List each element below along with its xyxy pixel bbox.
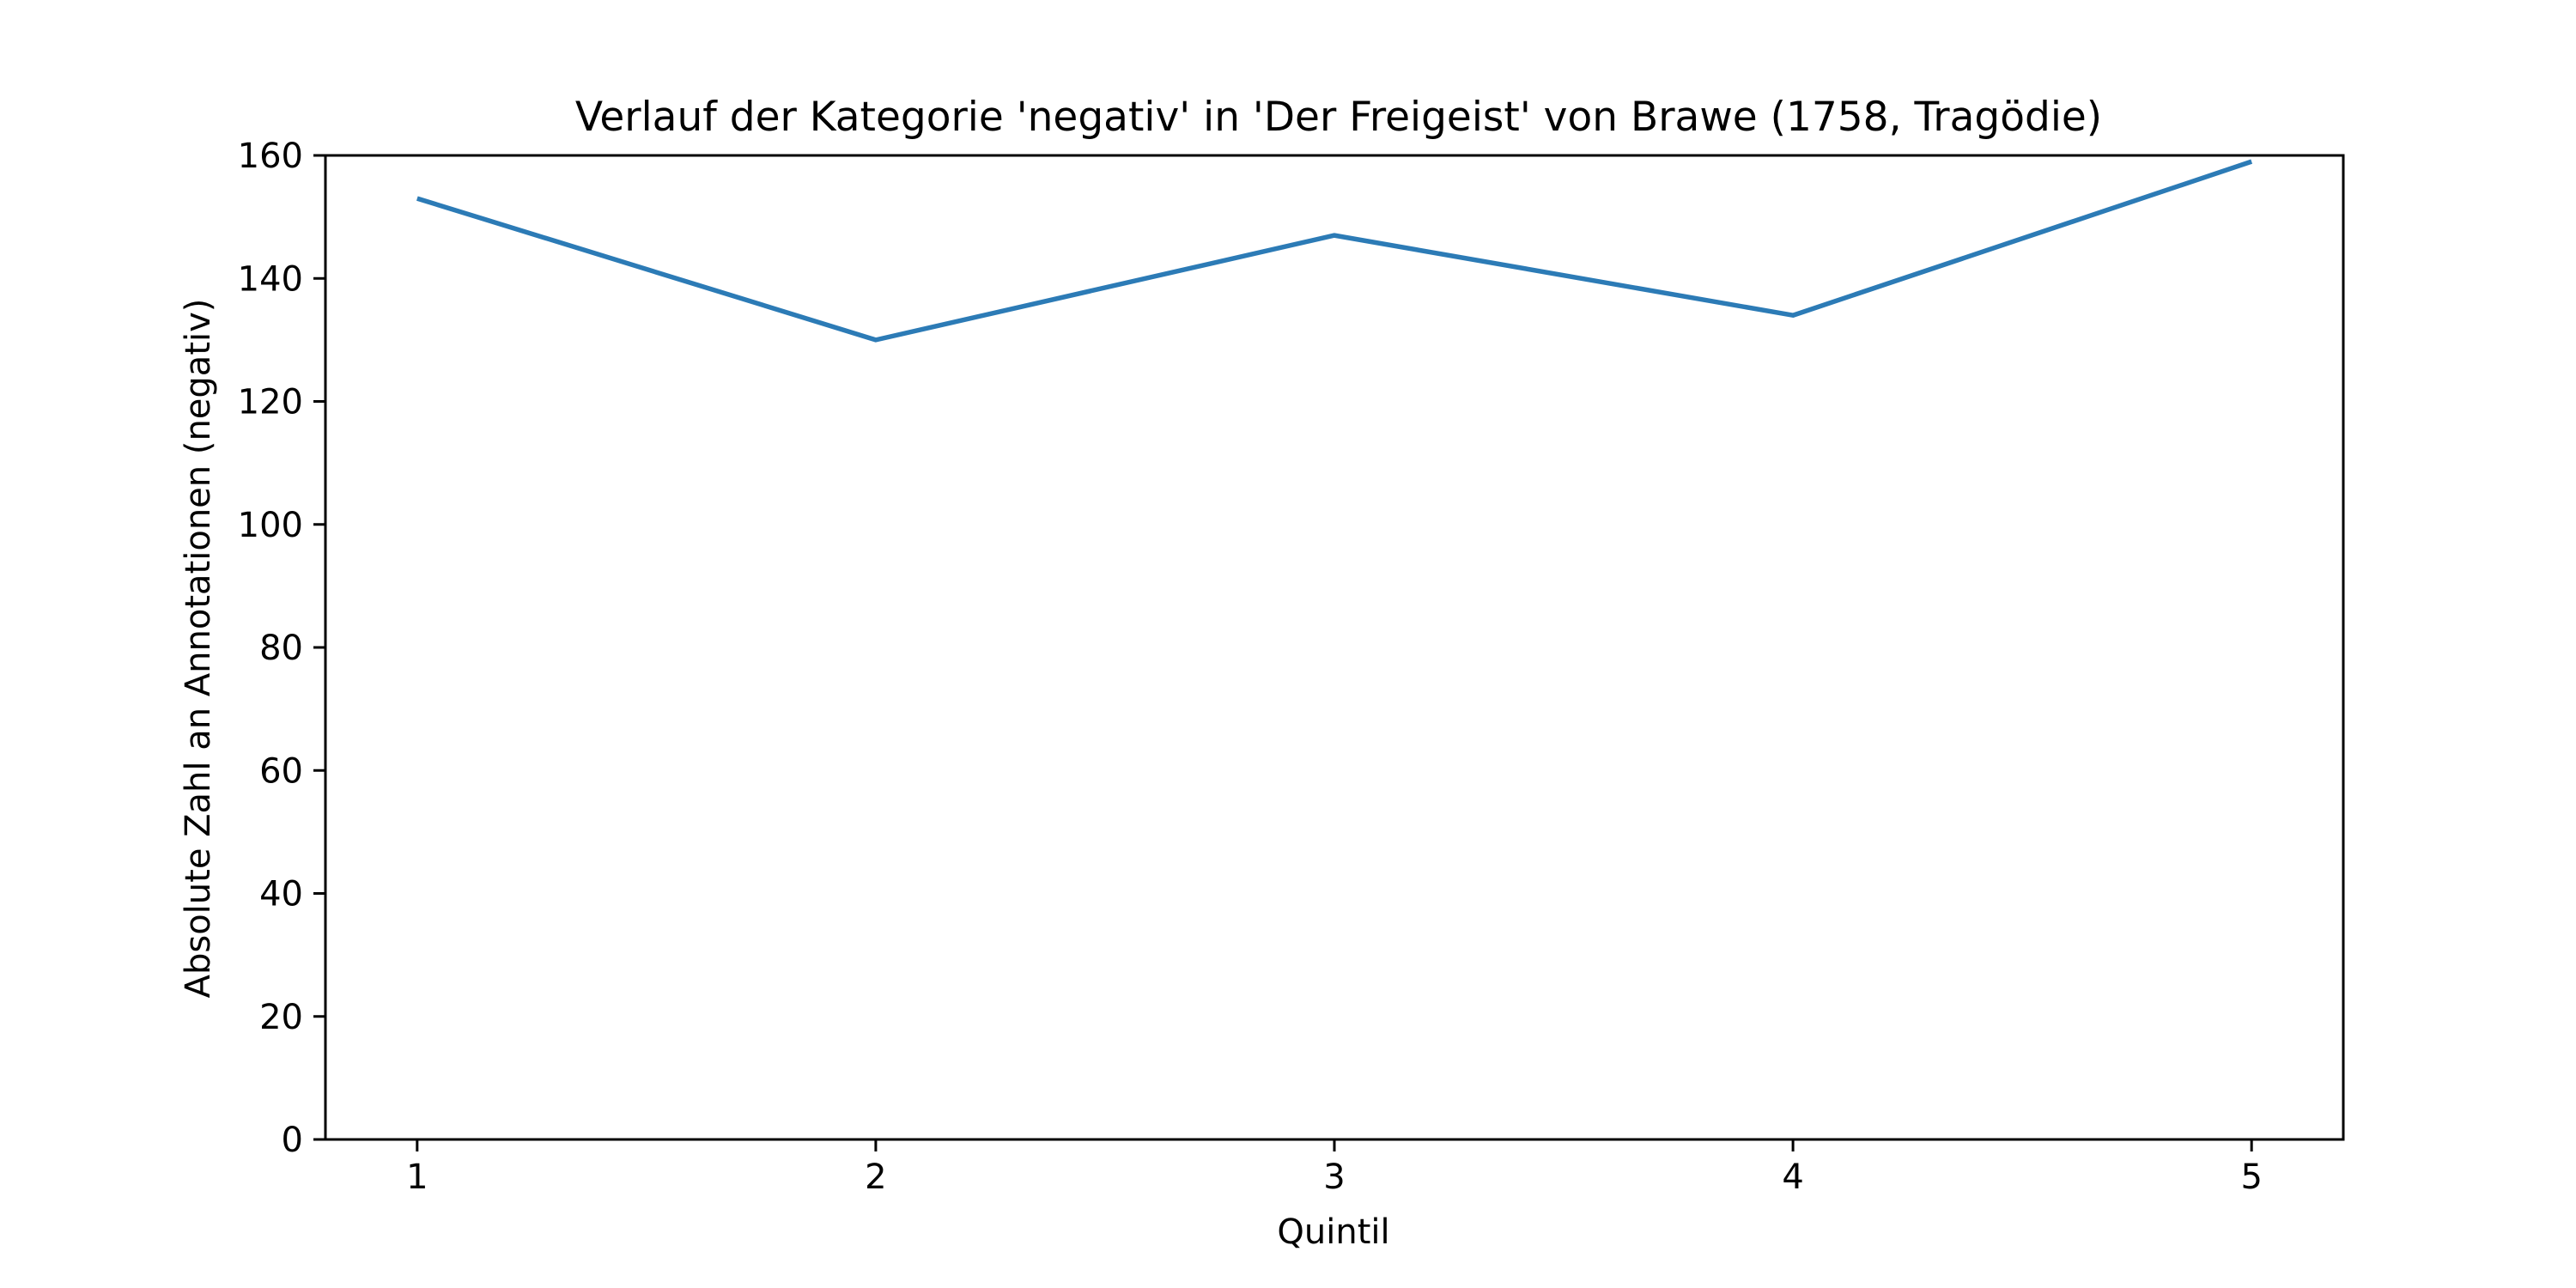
y-tick-label: 40 [259,875,303,914]
x-tick-label: 1 [406,1157,428,1197]
plot-area [416,159,2253,343]
y-tick-label: 60 [259,751,303,791]
x-axis-label: Quintil [1277,1212,1389,1252]
y-tick-label: 80 [259,629,303,668]
x-tick-label: 5 [2240,1157,2262,1197]
y-tick-label: 100 [238,506,303,545]
x-tick-label: 3 [1323,1157,1345,1197]
x-axis: 1 2 3 4 5 [406,1139,2263,1197]
y-axis: 0 20 40 60 80 100 120 140 160 [238,137,325,1160]
y-tick-label: 160 [238,137,303,176]
x-tick-label: 2 [865,1157,886,1197]
y-tick-label: 20 [259,998,303,1037]
chart-title: Verlauf der Kategorie 'negativ' in 'Der … [575,94,2102,141]
y-axis-label: Absolute Zahl an Annotationen (negativ) [179,299,218,999]
y-tick-label: 120 [238,383,303,422]
y-tick-label: 140 [238,259,303,299]
x-tick-label: 4 [1782,1157,1803,1197]
y-tick-label: 0 [282,1121,303,1160]
